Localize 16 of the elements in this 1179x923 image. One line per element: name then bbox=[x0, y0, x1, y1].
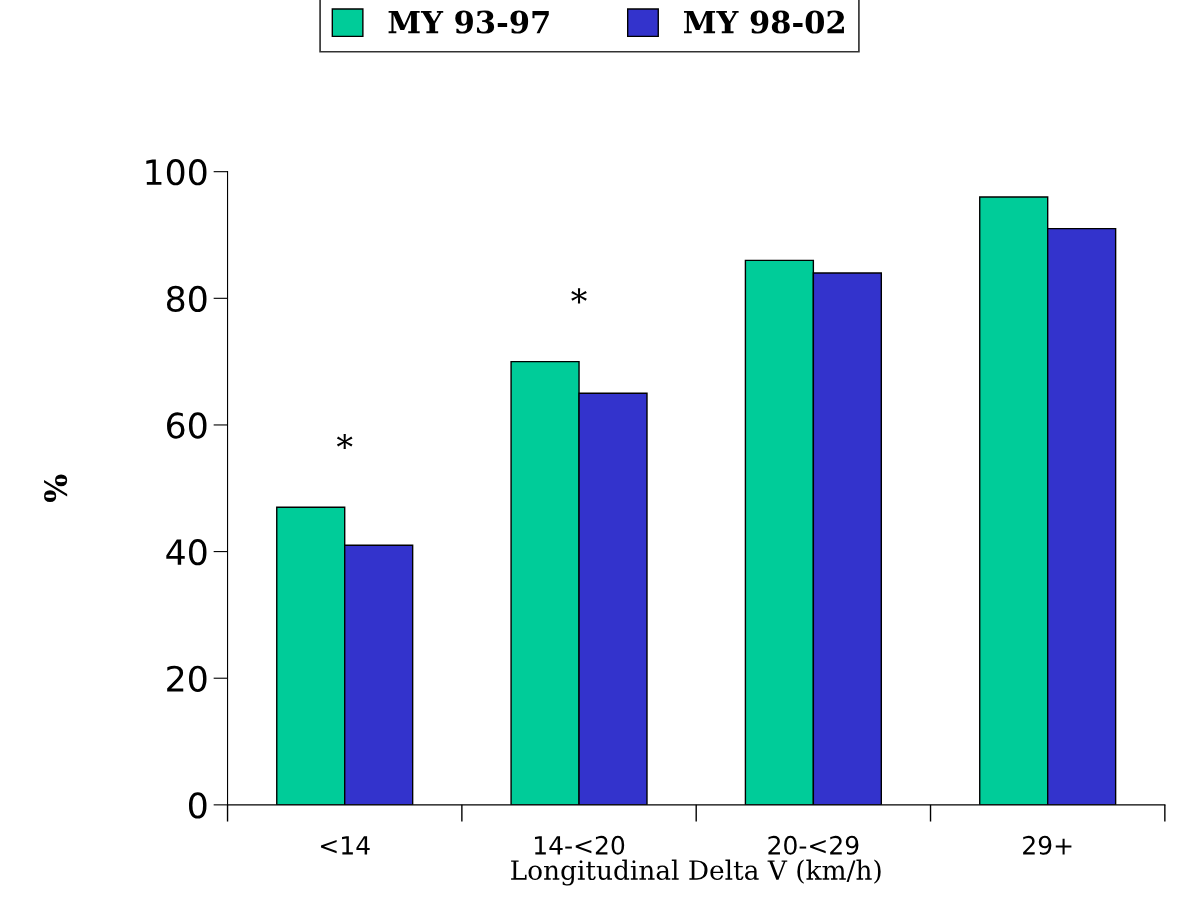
x-tick-label: 14-<20 bbox=[534, 835, 625, 855]
y-tick-label: 60 bbox=[167, 412, 207, 439]
x-axis-title: Longitudinal Delta V (km/h) bbox=[511, 859, 881, 886]
y-axis-title: % bbox=[44, 474, 68, 503]
annotation: * bbox=[571, 288, 587, 304]
x-tick-label: <14 bbox=[320, 836, 370, 855]
y-tick-label: 0 bbox=[188, 792, 207, 819]
x-tick-label: 20-<29 bbox=[768, 835, 859, 855]
y-tick-label: 100 bbox=[146, 159, 207, 186]
legend-label: MY 98-02 bbox=[683, 10, 844, 34]
y-tick-label: 40 bbox=[166, 539, 207, 566]
legend-label: MY 93-97 bbox=[388, 10, 549, 34]
x-tick-label: 29+ bbox=[1023, 835, 1072, 855]
y-tick-label: 20 bbox=[167, 665, 207, 692]
y-tick-label: 80 bbox=[166, 285, 207, 312]
annotation: * bbox=[336, 433, 353, 450]
